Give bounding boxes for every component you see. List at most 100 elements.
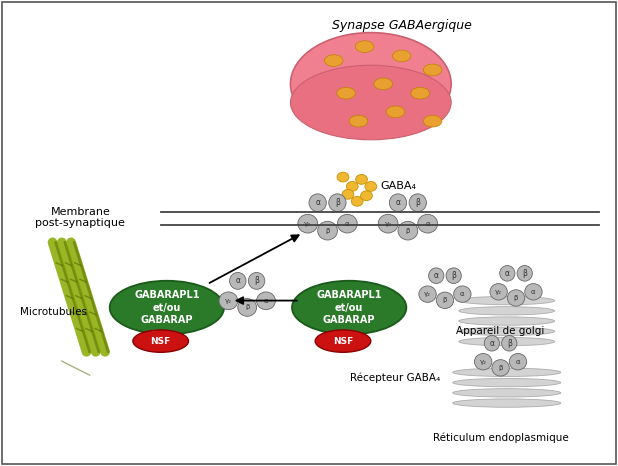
Text: α: α	[460, 291, 465, 297]
Text: γ₂: γ₂	[495, 289, 502, 295]
Text: β: β	[514, 295, 519, 301]
Ellipse shape	[423, 64, 442, 76]
Text: Appareil de golgi: Appareil de golgi	[456, 326, 545, 336]
Ellipse shape	[452, 378, 561, 387]
Text: GABARAPL1
et/ou
GABARAP: GABARAPL1 et/ou GABARAP	[316, 290, 382, 325]
Ellipse shape	[490, 284, 507, 300]
Ellipse shape	[436, 292, 454, 308]
Ellipse shape	[349, 116, 368, 127]
Text: β: β	[442, 297, 447, 303]
Text: α: α	[515, 359, 520, 365]
Ellipse shape	[452, 399, 561, 407]
Ellipse shape	[475, 354, 492, 370]
Text: γ₂: γ₂	[480, 359, 487, 365]
Text: β: β	[405, 228, 410, 233]
Ellipse shape	[459, 317, 555, 325]
Ellipse shape	[409, 194, 426, 212]
Ellipse shape	[337, 172, 349, 182]
Ellipse shape	[525, 284, 542, 300]
Text: α: α	[489, 339, 494, 348]
Ellipse shape	[248, 273, 265, 289]
Text: GABA₄: GABA₄	[380, 181, 416, 192]
Text: Microtubules: Microtubules	[20, 307, 87, 317]
Ellipse shape	[502, 336, 517, 351]
Ellipse shape	[337, 214, 357, 233]
Ellipse shape	[238, 299, 256, 316]
Text: Synapse GABAergique: Synapse GABAergique	[332, 19, 472, 32]
Ellipse shape	[517, 266, 532, 281]
Ellipse shape	[446, 268, 461, 283]
Text: β: β	[335, 198, 340, 207]
Ellipse shape	[110, 281, 224, 335]
Ellipse shape	[429, 268, 444, 283]
Ellipse shape	[356, 175, 367, 184]
Ellipse shape	[452, 389, 561, 397]
Text: NSF: NSF	[333, 336, 353, 346]
Text: α: α	[434, 271, 439, 280]
Text: α: α	[531, 289, 536, 295]
Text: β: β	[254, 276, 259, 285]
Ellipse shape	[392, 50, 411, 62]
Text: Réticulum endoplasmique: Réticulum endoplasmique	[433, 433, 569, 443]
Ellipse shape	[361, 191, 372, 201]
Ellipse shape	[418, 214, 438, 233]
Ellipse shape	[459, 296, 555, 305]
Ellipse shape	[342, 189, 353, 199]
Ellipse shape	[315, 330, 371, 352]
Text: β: β	[451, 271, 456, 280]
Text: α: α	[264, 298, 268, 304]
Ellipse shape	[374, 78, 392, 89]
Ellipse shape	[459, 327, 555, 336]
Ellipse shape	[346, 182, 358, 191]
Ellipse shape	[298, 214, 318, 233]
Ellipse shape	[290, 33, 451, 135]
Text: β: β	[245, 304, 250, 310]
Ellipse shape	[351, 197, 363, 206]
Text: β: β	[415, 198, 420, 207]
Text: α: α	[235, 276, 240, 285]
Text: α: α	[396, 198, 400, 207]
Text: α: α	[345, 221, 350, 226]
Text: GABARAPL1
et/ou
GABARAP: GABARAPL1 et/ou GABARAP	[134, 290, 200, 325]
Ellipse shape	[389, 194, 407, 212]
Text: β: β	[522, 269, 527, 278]
Ellipse shape	[365, 182, 377, 191]
Ellipse shape	[419, 286, 436, 302]
Ellipse shape	[219, 292, 238, 309]
Text: α: α	[505, 269, 510, 278]
Ellipse shape	[318, 221, 337, 240]
Text: γ₂: γ₂	[384, 221, 392, 226]
Text: β: β	[325, 228, 330, 233]
Text: γ₂: γ₂	[424, 291, 431, 297]
Ellipse shape	[454, 286, 471, 302]
Ellipse shape	[423, 116, 442, 127]
Text: β: β	[498, 365, 503, 371]
Text: Membrane
post-synaptique: Membrane post-synaptique	[35, 207, 125, 228]
Text: γ₂: γ₂	[225, 298, 232, 304]
Ellipse shape	[256, 292, 276, 309]
Ellipse shape	[329, 194, 346, 212]
Ellipse shape	[459, 307, 555, 315]
Text: NSF: NSF	[151, 336, 171, 346]
Ellipse shape	[459, 337, 555, 346]
Ellipse shape	[378, 214, 398, 233]
Ellipse shape	[324, 55, 343, 66]
Ellipse shape	[230, 273, 246, 289]
Ellipse shape	[509, 354, 527, 370]
Ellipse shape	[292, 281, 407, 335]
Ellipse shape	[337, 88, 355, 99]
Text: α: α	[315, 198, 320, 207]
Ellipse shape	[507, 290, 525, 306]
Ellipse shape	[398, 221, 418, 240]
Text: α: α	[425, 221, 430, 226]
Ellipse shape	[411, 88, 430, 99]
Ellipse shape	[386, 106, 405, 117]
Text: γ₂: γ₂	[304, 221, 311, 226]
Ellipse shape	[452, 368, 561, 377]
Ellipse shape	[500, 266, 515, 281]
Ellipse shape	[355, 41, 374, 52]
Text: Récepteur GABA₄: Récepteur GABA₄	[350, 372, 441, 383]
Ellipse shape	[492, 360, 509, 376]
Ellipse shape	[290, 65, 451, 140]
Ellipse shape	[485, 336, 499, 351]
